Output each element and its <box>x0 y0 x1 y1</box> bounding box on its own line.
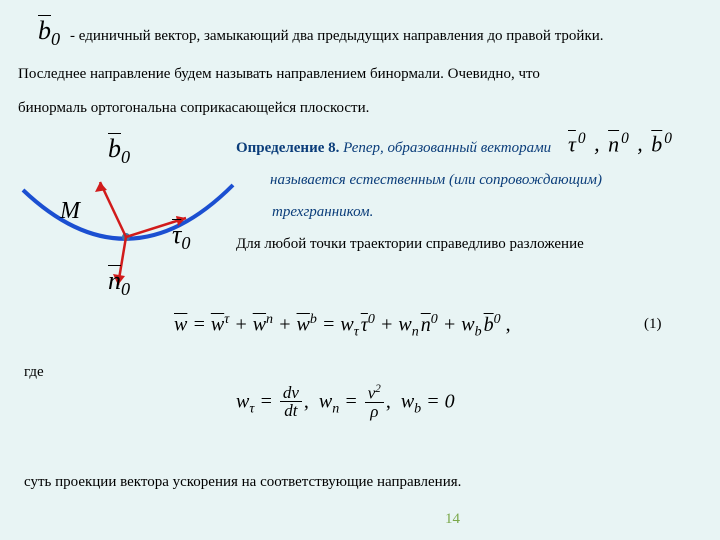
line-last-direction: Последнее направление будем называть нап… <box>18 66 540 83</box>
label-m: M <box>60 198 80 225</box>
formula-main: w = wτ + wn + wb = wττ0 + wnn0 + wbb0 , <box>174 312 511 341</box>
label-b0: b0 <box>108 134 130 168</box>
definition-label: Определение 8. <box>236 140 339 156</box>
label-tau0: τ0 <box>172 220 190 254</box>
where-text: где <box>24 364 44 381</box>
definition-line-1: Определение 8. Репер, образованный векто… <box>236 140 551 157</box>
definition-line-3: трехгранником. <box>272 204 373 221</box>
decomposition-text: Для любой точки траектории справедливо р… <box>236 236 584 253</box>
b0-description: - единичный вектор, замыкающий два преды… <box>70 28 604 45</box>
line-binormal-orth: бинормаль ортогональна соприкасающейся п… <box>18 100 369 117</box>
definition-vectors: τ0 , n0 , b0 <box>568 130 672 157</box>
definition-text-1: Репер, образованный векторами <box>343 140 551 156</box>
definition-line-2: называется естественным (или сопровождаю… <box>270 172 602 189</box>
b0-sub: 0 <box>51 29 60 49</box>
b0-letter: b <box>38 16 51 45</box>
b0-symbol: b0 <box>38 16 60 50</box>
projections-text: суть проекции вектора ускорения на соотв… <box>24 474 461 491</box>
trajectory-curve <box>23 185 233 239</box>
page-number: 14 <box>445 511 460 528</box>
formula-components: wτ = dv dt , wn = v2 ρ , wb = 0 <box>236 384 455 421</box>
label-n0: n0 <box>108 266 130 300</box>
equation-ref-1: (1) <box>644 316 662 333</box>
